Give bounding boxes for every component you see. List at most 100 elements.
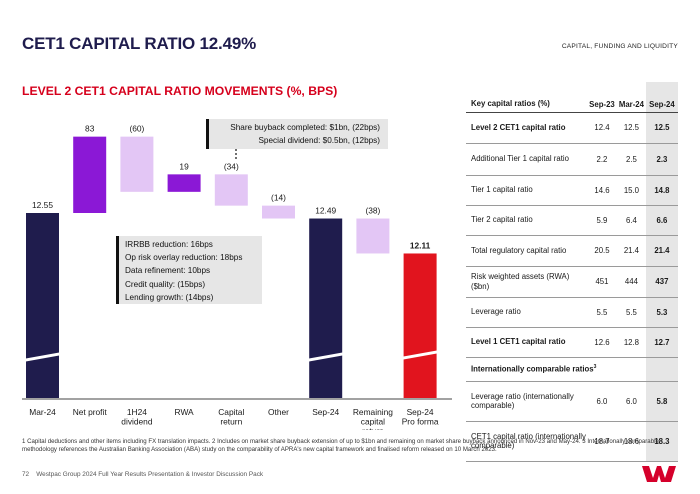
footer: 72 Westpac Group 2024 Full Year Results … [22, 471, 263, 478]
row-label: Level 2 CET1 capital ratio [466, 112, 587, 144]
data-label: (14) [271, 193, 286, 203]
row-value: 451 [586, 266, 617, 298]
data-label: 19 [179, 161, 189, 171]
bar-decrease [214, 174, 248, 206]
row-value: 12.4 [586, 112, 617, 144]
row-value: 18.3 [645, 421, 678, 462]
section-text: Internationally comparable ratios [471, 364, 594, 374]
key-capital-ratios-table: Key capital ratios (%) Sep-23 Mar-24 Sep… [466, 82, 678, 462]
row-value: 6.0 [616, 381, 646, 422]
westpac-logo-icon [642, 466, 676, 482]
tick-label: Pro forma [402, 417, 439, 427]
section-label: Internationally comparable ratios3 [466, 357, 646, 382]
table-row: Level 2 CET1 capital ratio 12.4 12.5 12.5 [466, 112, 678, 144]
bar-proforma [403, 253, 437, 398]
row-value: 15.0 [616, 175, 646, 206]
section-superscript: 3 [593, 364, 597, 371]
axis-break-mark [400, 350, 440, 360]
table-row: CET1 capital ratio (internationally comp… [466, 421, 678, 462]
tick-label: Mar-24 [29, 407, 56, 417]
row-label: Tier 1 capital ratio [466, 175, 587, 206]
row-value: 2.2 [586, 143, 617, 176]
logo-shape [642, 466, 676, 482]
row-label: Leverage ratio (internationally comparab… [466, 381, 587, 422]
data-label: (34) [224, 161, 239, 171]
tick-label: return [220, 417, 242, 427]
row-value: 14.8 [645, 175, 678, 206]
row-label: Level 1 CET1 capital ratio [466, 327, 587, 358]
rwa-callout: IRRBB reduction: 16bps Op risk overlay r… [116, 236, 262, 304]
bar-decrease [356, 218, 390, 254]
tick-label: 1H24 [127, 407, 147, 417]
row-label: Additional Tier 1 capital ratio [466, 143, 587, 176]
callout-line: Credit quality: (15bps) [125, 279, 206, 289]
callout-line: Data refinement: 10bps [125, 266, 211, 276]
footer-text: Westpac Group 2024 Full Year Results Pre… [36, 471, 264, 478]
table-header-label: Key capital ratios (%) [466, 82, 587, 113]
callout-line: Share buyback completed: $1bn, (22bps) [230, 123, 380, 132]
table-row: Leverage ratio (internationally comparab… [466, 381, 678, 422]
capital-return-callout: Share buyback completed: $1bn, (22bps) S… [206, 119, 388, 150]
page-number: 72 [22, 471, 30, 478]
tick-label: Capital [218, 407, 244, 417]
bar-decrease [120, 136, 154, 192]
axis-break-mark [23, 352, 62, 362]
row-label: Leverage ratio [466, 297, 587, 328]
data-label: 83 [85, 124, 95, 134]
tick-label: capital [361, 417, 385, 427]
bar-increase [167, 174, 201, 192]
row-value: 5.3 [645, 297, 678, 328]
page-title: CET1 CAPITAL RATIO 12.49% [22, 34, 256, 53]
row-value: 5.5 [586, 297, 617, 328]
row-value: 6.6 [645, 205, 678, 236]
row-value: 437 [645, 266, 678, 298]
table-row: Additional Tier 1 capital ratio 2.2 2.5 2.3 [466, 143, 678, 176]
callout-line: Op risk overlay reduction: 18bps [125, 253, 243, 263]
footnote: 1 Capital deductions and other items inc… [22, 438, 659, 454]
bar-total [26, 213, 59, 398]
data-label: (60) [129, 124, 144, 134]
table-header-mar24: Mar-24 [616, 82, 646, 113]
bar-increase [73, 136, 107, 213]
table-row: Level 1 CET1 capital ratio 12.6 12.8 12.7 [466, 327, 678, 358]
table-row: Tier 2 capital ratio 5.9 6.4 6.6 [466, 205, 678, 236]
row-label: Tier 2 capital ratio [466, 205, 587, 236]
row-value: 20.5 [586, 235, 617, 267]
chart-title: LEVEL 2 CET1 CAPITAL RATIO MOVEMENTS (%,… [22, 84, 338, 98]
row-value: 21.4 [616, 235, 646, 267]
table-row: Leverage ratio 5.5 5.5 5.3 [466, 297, 678, 328]
bar-decrease [262, 205, 295, 219]
data-label: 12.55 [32, 200, 53, 210]
row-value: 12.6 [586, 327, 617, 358]
callout-line: IRRBB reduction: 16bps [125, 240, 213, 249]
row-value: 12.7 [645, 327, 678, 358]
bar-total [309, 218, 343, 398]
table-header-sep23: Sep-23 [586, 82, 617, 113]
row-value: 21.4 [645, 235, 678, 267]
tick-label: Sep-24 [312, 407, 339, 417]
row-value: 5.5 [616, 297, 646, 328]
row-value: 14.6 [586, 175, 617, 206]
tick-label: Net profit [73, 407, 108, 417]
callout-line: Special dividend: $0.5bn, (12bps) [258, 136, 380, 146]
tick-label: RWA [175, 407, 194, 417]
data-label: (38) [365, 206, 380, 216]
tick-label: Sep-24 [407, 407, 434, 417]
section-label: CAPITAL, FUNDING AND LIQUIDITY [561, 43, 678, 50]
row-value: 18.7 [586, 421, 617, 462]
row-label: Total regulatory capital ratio [466, 235, 587, 267]
row-value: 2.5 [616, 143, 646, 176]
tick-label: dividend [121, 417, 153, 427]
tick-label: Other [268, 407, 289, 417]
data-label: 12.49 [315, 206, 336, 216]
row-value: 12.5 [645, 112, 678, 144]
row-value: 12.5 [616, 112, 646, 144]
row-label: CET1 capital ratio (internationally comp… [466, 421, 587, 462]
row-label: Risk weighted assets (RWA) ($bn) [466, 266, 587, 298]
axis-break-mark [306, 352, 346, 362]
row-value: 5.9 [586, 205, 617, 236]
row-value: 18.6 [616, 421, 646, 462]
tick-label: Remaining [353, 407, 393, 417]
table-header-row: Key capital ratios (%) Sep-23 Mar-24 Sep… [466, 82, 678, 113]
